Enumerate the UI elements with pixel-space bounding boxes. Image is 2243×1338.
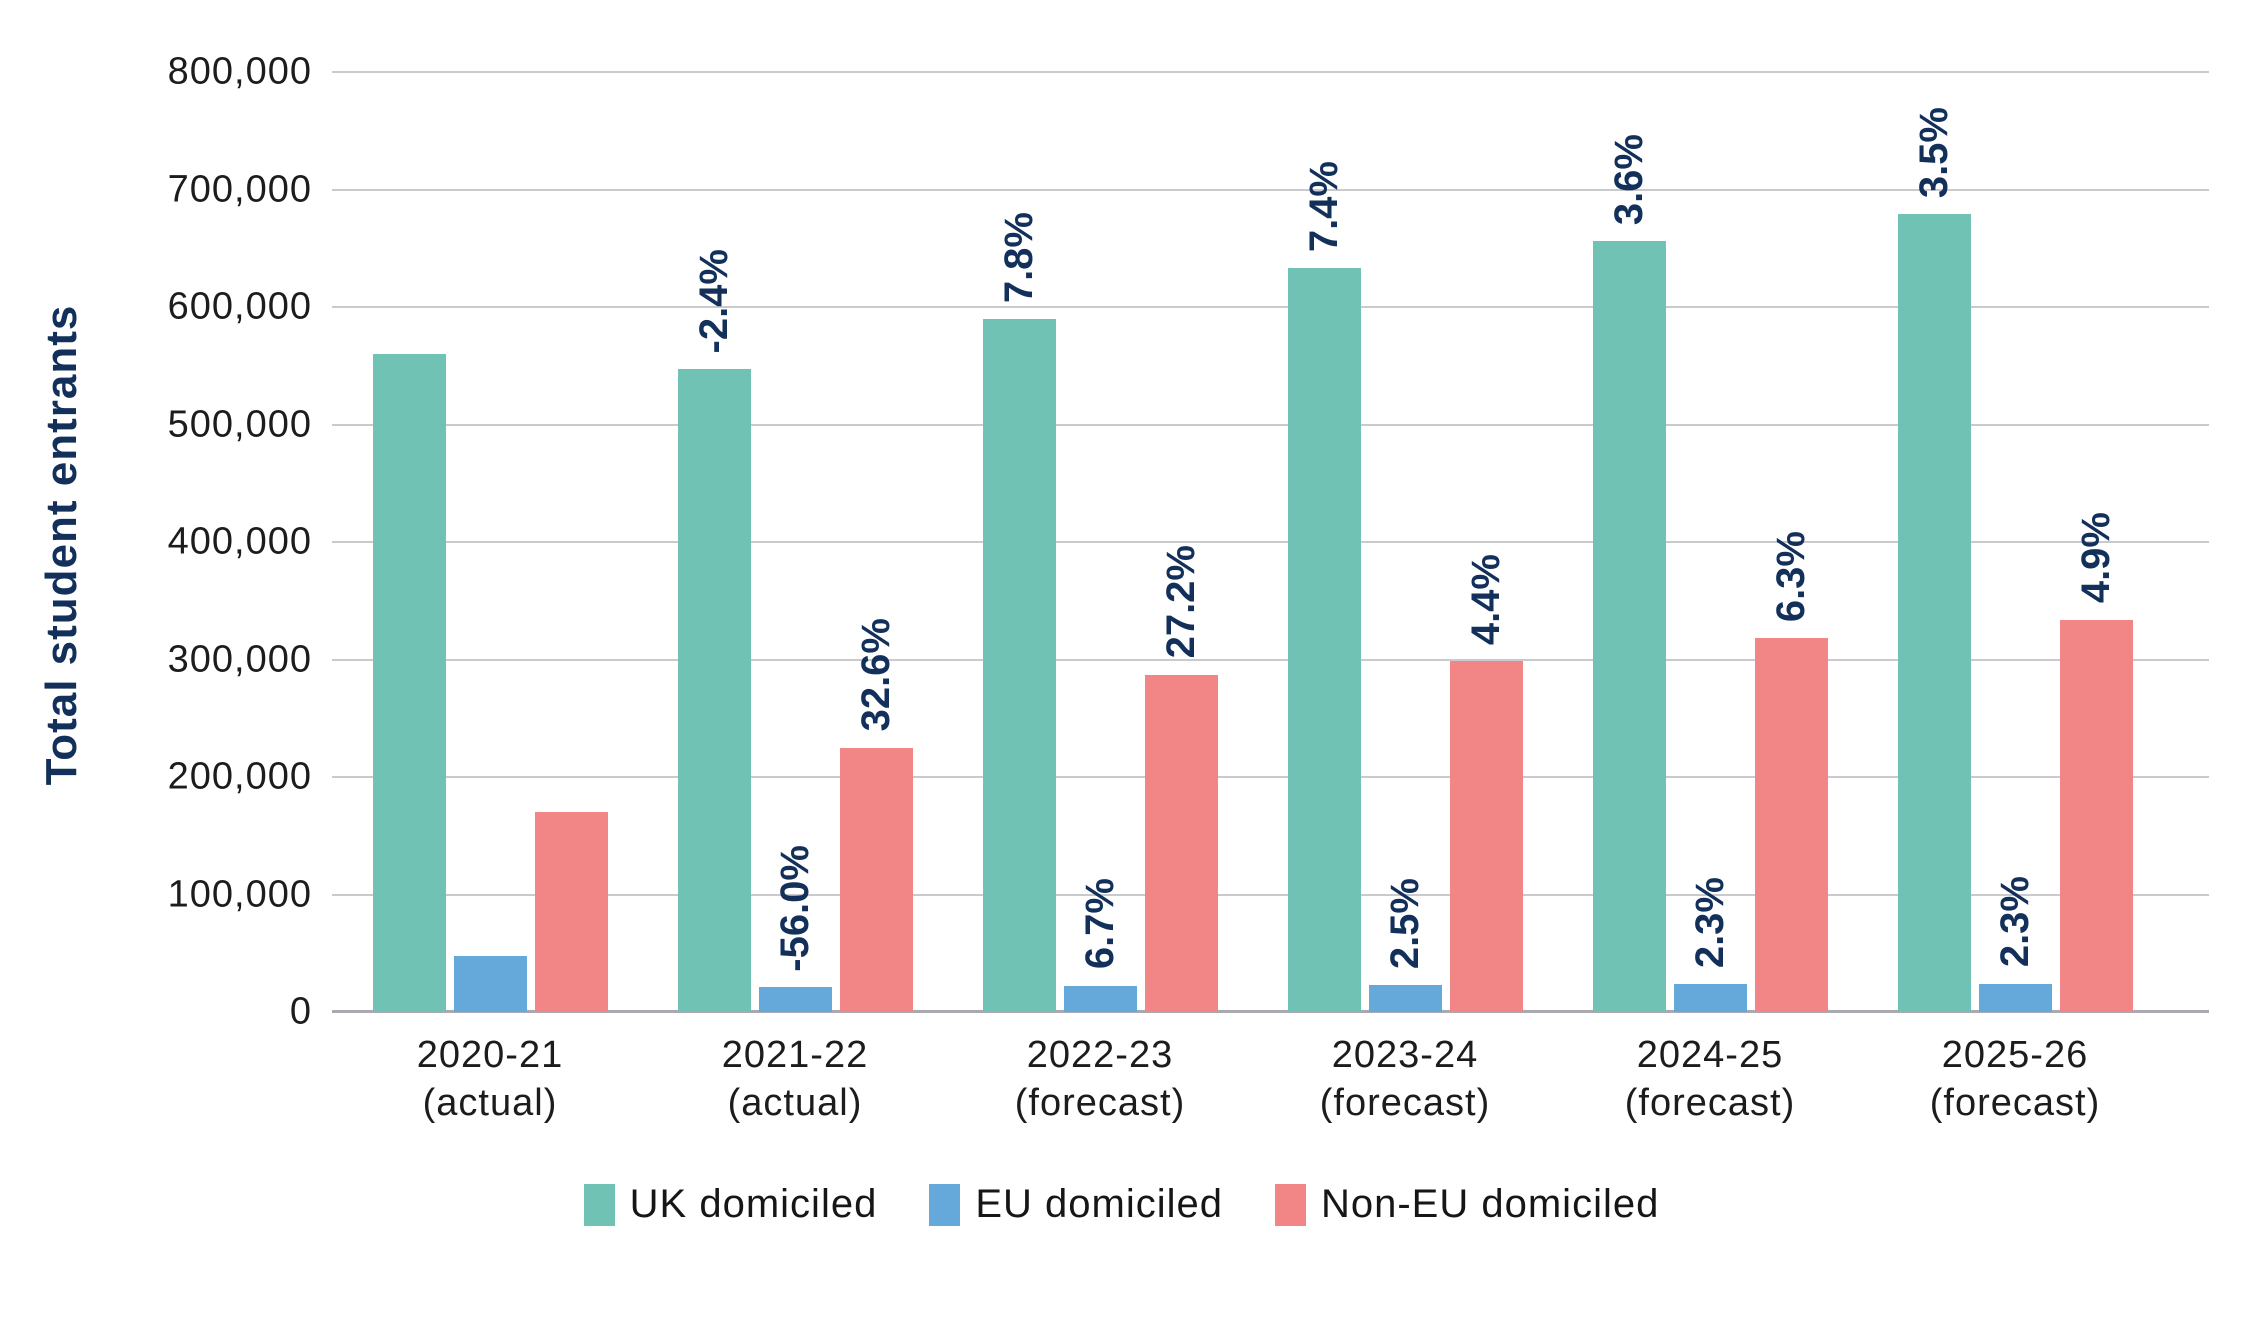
x-tick-label: 2021-22 (actual) [615,1032,975,1128]
x-tick-label: 2020-21 (actual) [310,1032,670,1128]
x-tick-year: 2025-26 [1941,1034,2089,1076]
x-tick-label: 2024-25 (forecast) [1530,1032,1890,1128]
legend-item-eu-domiciled: EU domiciled [929,1182,1223,1227]
gridline [332,188,2209,191]
legend-swatch [929,1183,961,1226]
bar-non-eu-domiciled-2021-22: 32.6% [839,618,913,1012]
gridline [332,423,2209,426]
x-tick-status: (forecast) [1624,1081,1796,1124]
bar-eu-domiciled-2025-26: 2.3% [1978,876,2052,1012]
legend-item-uk-domiciled: UK domiciled [583,1182,878,1227]
bar-uk-domiciled-2023-24: 7.4% [1287,161,1361,1012]
x-tick-year: 2022-23 [1026,1034,1174,1076]
bar-group-2020-21 [372,354,608,1012]
growth-label: 32.6% [854,618,898,732]
legend-label: EU domiciled [975,1182,1223,1226]
bar-non-eu-domiciled-2020-21 [534,812,608,1012]
gridline [332,776,2209,778]
bar-group-2025-26: 3.5% 2.3% 4.9% [1897,107,2133,1012]
bar-group-2022-23: 7.8% 6.7% 27.2% [982,212,1218,1012]
gridline [332,658,2209,661]
bar-uk-domiciled-2021-22: -2.4% [677,249,751,1012]
legend-swatch [583,1183,615,1226]
bar-uk-domiciled-2022-23: 7.8% [982,212,1056,1012]
gridline [332,306,2209,308]
growth-label: 6.3% [1769,531,1813,623]
y-tick-label: 600,000 [167,285,312,328]
y-tick-label: 800,000 [167,50,312,93]
growth-label: 7.8% [997,211,1041,303]
bar-non-eu-domiciled-2025-26: 4.9% [2059,512,2133,1012]
growth-label: 3.5% [1912,107,1956,199]
bar-group-2024-25: 3.6% 2.3% 6.3% [1592,134,1828,1012]
growth-label: 4.9% [2074,512,2118,604]
growth-label: 2.3% [1993,876,2037,968]
bar-eu-domiciled-2020-21 [453,955,527,1012]
legend: UK domiciled EU domiciled Non-EU domiciled [0,1182,2243,1227]
growth-label: 7.4% [1302,161,1346,253]
x-tick-year: 2024-25 [1636,1034,1784,1076]
legend-label: UK domiciled [629,1182,878,1226]
legend-label: Non-EU domiciled [1320,1182,1660,1226]
x-tick-year: 2020-21 [416,1034,564,1076]
growth-label: -56.0% [773,844,817,972]
growth-label: 2.3% [1688,877,1732,969]
legend-swatch [1274,1183,1306,1226]
y-tick-label: 100,000 [167,873,312,915]
y-tick-label: 300,000 [167,638,312,680]
x-axis-line [332,1010,2209,1013]
bar-eu-domiciled-2023-24: 2.5% [1368,878,1442,1012]
bar-uk-domiciled-2020-21 [372,354,446,1012]
x-tick-status: (forecast) [1929,1081,2101,1124]
y-tick-label: 0 [289,990,312,1033]
y-tick-label: 400,000 [167,520,312,563]
y-tick-label: 200,000 [167,755,312,798]
bar-uk-domiciled-2024-25: 3.6% [1592,134,1666,1012]
x-tick-label: 2023-24 (forecast) [1225,1032,1585,1128]
bar-eu-domiciled-2021-22: -56.0% [758,845,832,1012]
x-tick-label: 2025-26 (forecast) [1835,1032,2195,1128]
gridline [332,541,2209,543]
x-tick-status: (actual) [727,1081,863,1124]
bar-group-2023-24: 7.4% 2.5% 4.4% [1287,161,1523,1012]
growth-label: 2.5% [1383,877,1427,969]
bar-non-eu-domiciled-2023-24: 4.4% [1449,554,1523,1012]
x-tick-label: 2022-23 (forecast) [920,1032,1280,1128]
bar-eu-domiciled-2024-25: 2.3% [1673,877,1747,1012]
x-tick-year: 2023-24 [1331,1034,1479,1076]
growth-label: 4.4% [1464,553,1508,645]
x-tick-status: (forecast) [1319,1081,1491,1124]
x-tick-status: (actual) [422,1081,558,1124]
legend-item-non-eu-domiciled: Non-EU domiciled [1274,1182,1660,1227]
growth-label: 6.7% [1078,878,1122,970]
bar-uk-domiciled-2025-26: 3.5% [1897,107,1971,1012]
plot-area: -2.4% -56.0% 32.6% 7.8% 6.7% 27.2% 7.4% 2.5% 4.4… [332,71,2209,1013]
bar-group-2021-22: -2.4% -56.0% 32.6% [677,249,913,1012]
growth-label: 27.2% [1159,545,1203,659]
bar-non-eu-domiciled-2022-23: 27.2% [1144,545,1218,1012]
growth-label: -2.4% [692,248,736,354]
y-tick-label: 500,000 [167,403,312,445]
bar-eu-domiciled-2022-23: 6.7% [1063,878,1137,1012]
growth-label: 3.6% [1607,134,1651,226]
gridline [332,893,2209,896]
bar-non-eu-domiciled-2024-25: 6.3% [1754,531,1828,1012]
x-tick-year: 2021-22 [721,1034,869,1076]
gridline [332,71,2209,73]
y-tick-label: 700,000 [167,168,312,210]
x-tick-status: (forecast) [1014,1081,1186,1124]
